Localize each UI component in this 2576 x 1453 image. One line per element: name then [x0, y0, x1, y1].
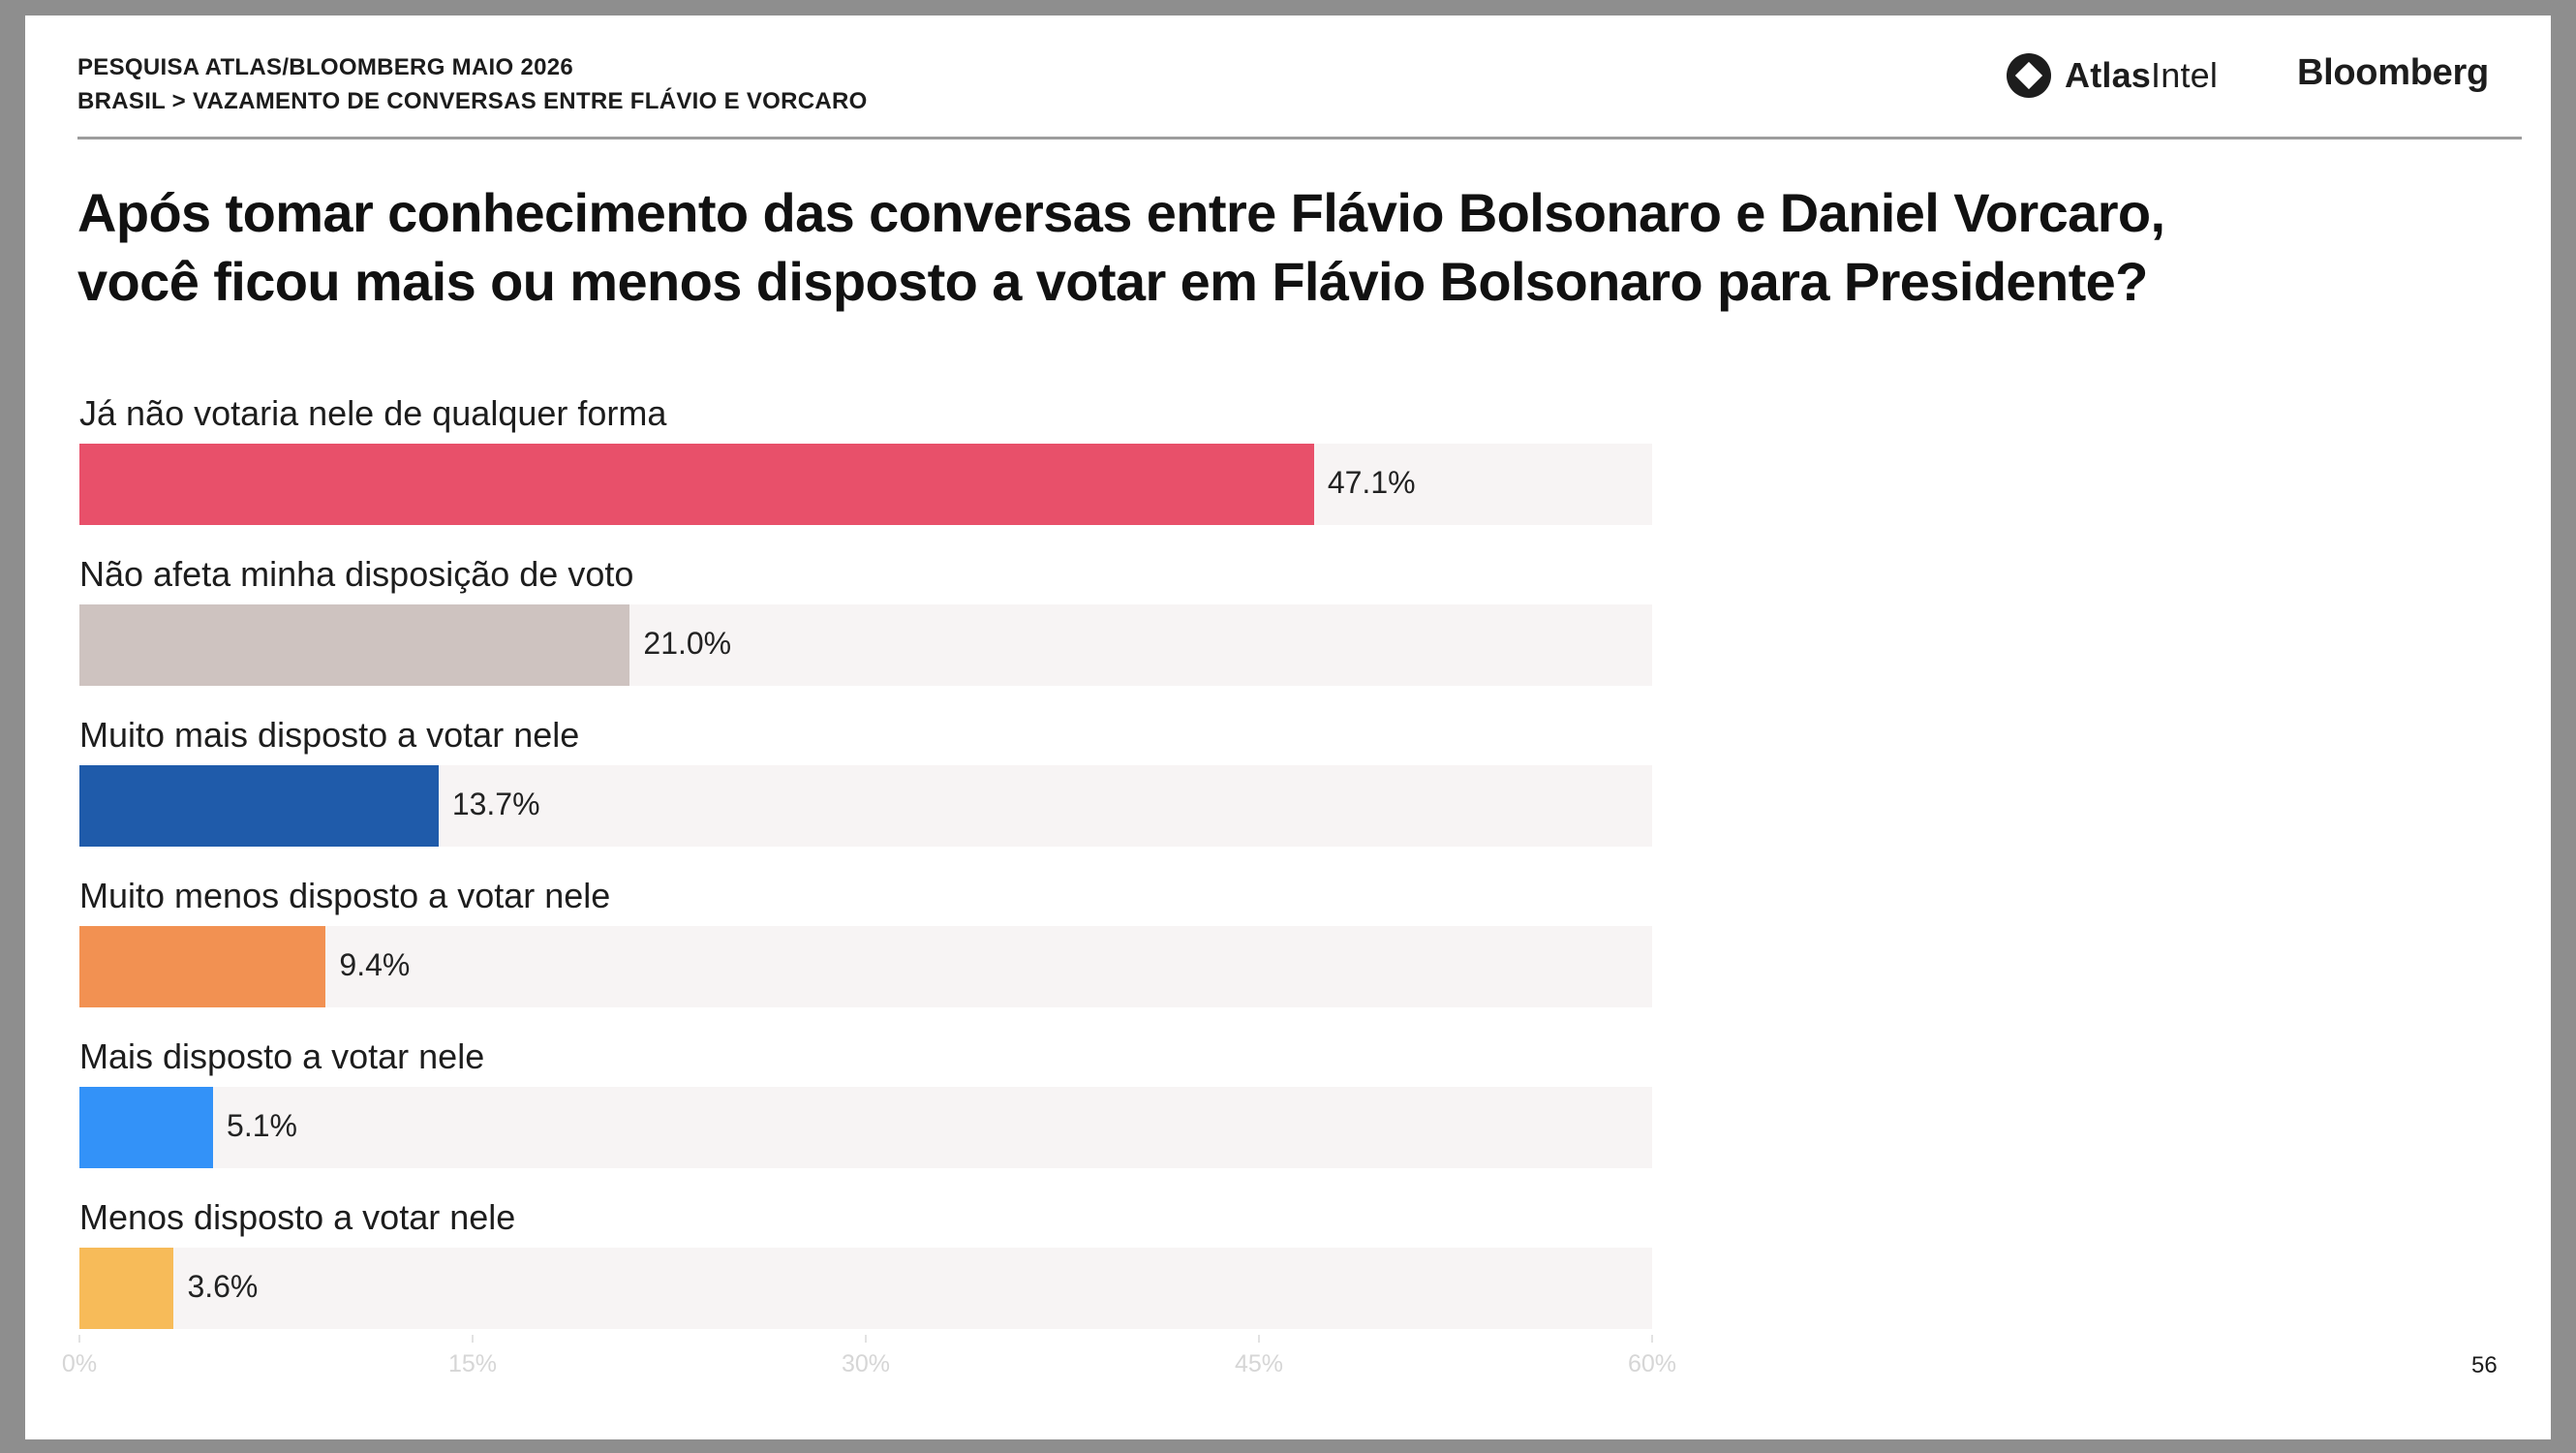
- chart-title: Após tomar conhecimento das conversas en…: [77, 178, 2499, 316]
- bar-track: [79, 1087, 1652, 1168]
- category-label: Mais disposto a votar nele: [79, 1036, 485, 1076]
- x-tick: [1258, 1335, 1260, 1343]
- header-divider: [77, 137, 2522, 139]
- x-tick-label: 15%: [447, 1350, 498, 1377]
- survey-name: PESQUISA ATLAS/BLOOMBERG MAIO 2026: [77, 54, 574, 80]
- value-label: 5.1%: [227, 1108, 297, 1143]
- bar-track: [79, 926, 1652, 1007]
- x-tick-label: 30%: [841, 1350, 891, 1377]
- bar: [79, 1087, 214, 1168]
- title-line-2: você ficou mais ou menos disposto a vota…: [77, 251, 2148, 312]
- value-label: 13.7%: [451, 787, 540, 821]
- atlasintel-mark-icon: [2007, 53, 2051, 98]
- slide: PESQUISA ATLAS/BLOOMBERG MAIO 2026 BRASI…: [25, 15, 2551, 1439]
- value-label: 9.4%: [339, 947, 411, 982]
- bar: [79, 444, 1314, 525]
- category-label: Menos disposto a votar nele: [79, 1197, 516, 1237]
- page-number: 56: [2471, 1352, 2498, 1378]
- category-label: Muito mais disposto a votar nele: [79, 715, 580, 755]
- category-label: Não afeta minha disposição de voto: [79, 554, 634, 594]
- x-tick-label: 60%: [1627, 1350, 1677, 1377]
- x-tick: [472, 1335, 474, 1343]
- bar: [79, 926, 326, 1007]
- x-tick: [865, 1335, 867, 1343]
- bloomberg-logo: Bloomberg: [2297, 52, 2489, 93]
- x-tick: [78, 1335, 80, 1343]
- bar: [79, 765, 439, 847]
- bar: [79, 604, 630, 686]
- breadcrumb: BRASIL > VAZAMENTO DE CONVERSAS ENTRE FL…: [77, 88, 868, 114]
- atlasintel-wordmark: AtlasIntel: [2065, 55, 2219, 95]
- x-tick: [1651, 1335, 1653, 1343]
- value-label: 21.0%: [643, 626, 732, 661]
- bar: [79, 1248, 174, 1329]
- x-tick-label: 45%: [1234, 1350, 1284, 1377]
- value-label: 3.6%: [187, 1269, 259, 1304]
- title-line-1: Após tomar conhecimento das conversas en…: [77, 182, 2165, 243]
- category-label: Já não votaria nele de qualquer forma: [79, 393, 667, 433]
- value-label: 47.1%: [1327, 465, 1416, 500]
- header-info: PESQUISA ATLAS/BLOOMBERG MAIO 2026 BRASI…: [77, 50, 868, 118]
- category-label: Muito menos disposto a votar nele: [79, 876, 611, 915]
- bar-track: [79, 1248, 1652, 1329]
- x-tick-label: 0%: [61, 1350, 98, 1377]
- atlasintel-logo: AtlasIntel: [2005, 50, 2218, 101]
